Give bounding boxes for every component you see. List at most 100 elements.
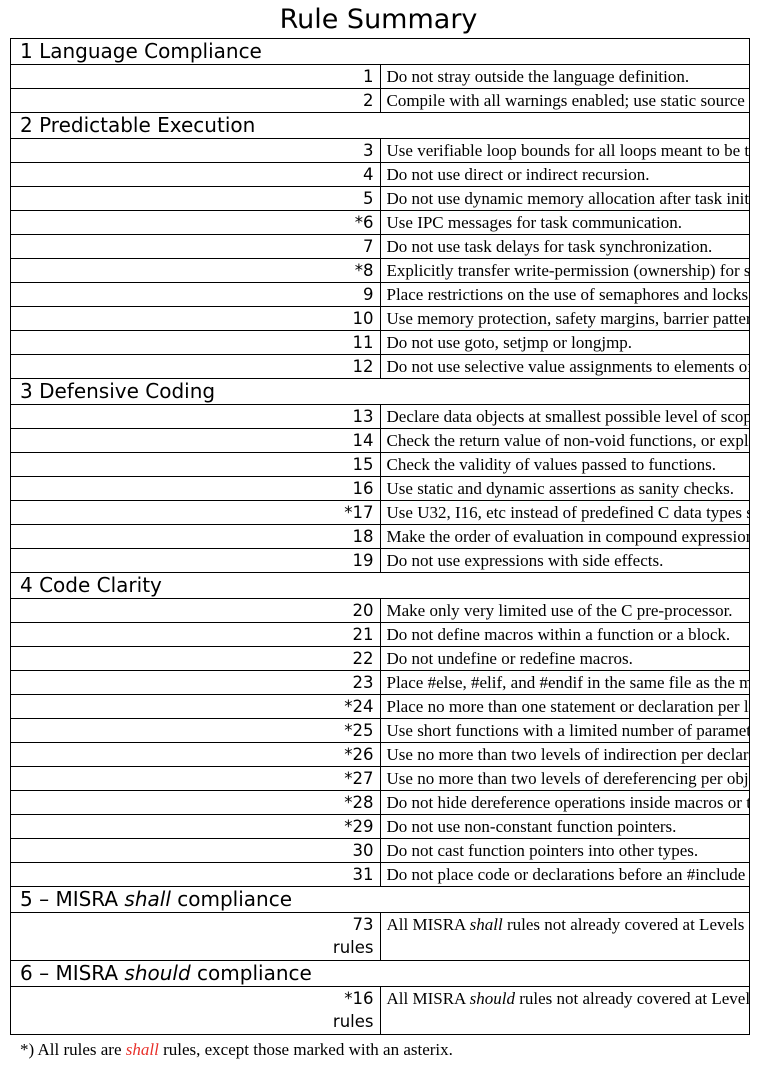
rule-text: Do not use non-constant function pointer… xyxy=(379,814,750,839)
rule-text: Do not use selective value assignments t… xyxy=(379,354,750,379)
rule-row: 21 Do not define macros within a function… xyxy=(10,622,750,647)
rule-number: 14 xyxy=(10,428,381,453)
rule-row: 16 Use static and dynamic assertions as s… xyxy=(10,476,750,501)
section-heading: 4 Code Clarity xyxy=(10,572,750,599)
rule-number: *27 xyxy=(10,766,381,791)
rule-number: *28 xyxy=(10,790,381,815)
text-prefix: All MISRA xyxy=(386,915,470,934)
rule-row: 12 Do not use selective value assignments… xyxy=(10,354,750,379)
rule-number: 16 xyxy=(10,476,381,501)
section-heading: 1 Language Compliance xyxy=(10,38,750,65)
rule-number: 31 xyxy=(10,862,381,887)
rule-text: Use no more than two levels of dereferen… xyxy=(379,766,750,791)
rule-row: 22 Do not undefine or redefine macros. xyxy=(10,646,750,671)
rule-text: Explicitly transfer write-permission (ow… xyxy=(379,258,750,283)
rule-row: *24 Place no more than one statement or d… xyxy=(10,694,750,719)
rule-row: 7 Do not use task delays for task synchro… xyxy=(10,234,750,259)
rule-text: Do not undefine or redefine macros. xyxy=(379,646,750,671)
rule-number: 4 xyxy=(10,162,381,187)
rule-row: 1 Do not stray outside the language defin… xyxy=(10,64,750,89)
rule-number: 10 xyxy=(10,306,381,331)
rule-number: 1 xyxy=(10,64,381,89)
section-header-row: 5 – MISRA shall compliance xyxy=(10,886,750,913)
rule-text: Place no more than one statement or decl… xyxy=(379,694,750,719)
rule-number: 15 xyxy=(10,452,381,477)
rule-row: 5 Do not use dynamic memory allocation af… xyxy=(10,186,750,211)
rule-row: 11 Do not use goto, setjmp or longjmp. xyxy=(10,330,750,355)
rule-summary-table: 1 Language Compliance 1 Do not stray outsi… xyxy=(10,38,750,1035)
rule-text: Place restrictions on the use of semapho… xyxy=(379,282,750,307)
rule-row: 3 Use verifiable loop bounds for all loop… xyxy=(10,138,750,163)
footnote-prefix: *) All rules are xyxy=(20,1040,126,1059)
rule-number: *24 xyxy=(10,694,381,719)
text-italic: shall xyxy=(469,915,503,934)
rule-row: 19 Do not use expressions with side effec… xyxy=(10,548,750,573)
rule-number: 11 xyxy=(10,330,381,355)
rule-text: Do not use goto, setjmp or longjmp. xyxy=(379,330,750,355)
rule-text: Do not use task delays for task synchron… xyxy=(379,234,750,259)
footnote-highlight: shall xyxy=(125,1040,159,1059)
section-heading: 6 – MISRA should compliance xyxy=(10,960,750,987)
section-header-row: 2 Predictable Execution xyxy=(10,112,750,139)
rule-number: 12 xyxy=(10,354,381,379)
rule-row: 2 Compile with all warnings enabled; use … xyxy=(10,88,750,113)
rule-count: *16 xyxy=(344,989,374,1008)
footnote: *) All rules are shall rules, except tho… xyxy=(20,1039,757,1061)
heading-prefix: 5 – MISRA xyxy=(20,887,125,912)
page-title: Rule Summary xyxy=(279,4,478,35)
heading-suffix: compliance xyxy=(190,961,312,986)
rule-text: All MISRA shall rules not already covere… xyxy=(379,912,750,961)
rule-text: Use no more than two levels of indirecti… xyxy=(379,742,750,767)
rule-text: Do not place code or declarations before… xyxy=(379,862,750,887)
rule-text: Do not use dynamic memory allocation aft… xyxy=(379,186,750,211)
rule-number: 20 xyxy=(10,598,381,623)
rule-number: 21 xyxy=(10,622,381,647)
rule-row: 23 Place #else, #elif, and #endif in the … xyxy=(10,670,750,695)
section-header-row: 1 Language Compliance xyxy=(10,38,750,65)
heading-italic: should xyxy=(124,961,191,986)
rule-number: 7 xyxy=(10,234,381,259)
rule-row: 9 Place restrictions on the use of semaph… xyxy=(10,282,750,307)
rule-row: 18 Make the order of evaluation in compou… xyxy=(10,524,750,549)
text-italic: should xyxy=(469,989,515,1008)
rule-row: *6 Use IPC messages for task communicatio… xyxy=(10,210,750,235)
rule-text: Make the order of evaluation in compound… xyxy=(379,524,750,549)
rule-text: Do not cast function pointers into other… xyxy=(379,838,750,863)
rule-row: 13 Declare data objects at smallest possi… xyxy=(10,404,750,429)
rule-row: *28 Do not hide dereference operations in… xyxy=(10,790,750,815)
section-heading: 5 – MISRA shall compliance xyxy=(10,886,750,913)
rule-number: 18 xyxy=(10,524,381,549)
rule-text: Do not hide dereference operations insid… xyxy=(379,790,750,815)
rule-row: 14 Check the return value of non-void fun… xyxy=(10,428,750,453)
rule-row: 10 Use memory protection, safety margins,… xyxy=(10,306,750,331)
text-suffix: rules not already covered at Levels 1-4. xyxy=(502,915,750,934)
section-heading: 3 Defensive Coding xyxy=(10,378,750,405)
rule-text: Do not use direct or indirect recursion. xyxy=(379,162,750,187)
rule-text: Declare data objects at smallest possibl… xyxy=(379,404,750,429)
rule-number: *8 xyxy=(10,258,381,283)
rule-text: Use U32, I16, etc instead of predefined … xyxy=(379,500,750,525)
rule-number: *6 xyxy=(10,210,381,235)
rule-number: 22 xyxy=(10,646,381,671)
rule-number: 2 xyxy=(10,88,381,113)
rule-row: *16 rules All MISRA should rules not alrea… xyxy=(10,986,750,1035)
rule-count: 73 xyxy=(352,915,374,934)
rule-row: *25 Use short functions with a limited nu… xyxy=(10,718,750,743)
rule-number: *25 xyxy=(10,718,381,743)
rule-text: All MISRA should rules not already cover… xyxy=(379,986,750,1035)
rule-text: Use static and dynamic assertions as san… xyxy=(379,476,750,501)
rule-number: 73 rules xyxy=(10,912,381,961)
rule-text: Do not stray outside the language defini… xyxy=(379,64,750,89)
rule-count-unit: rules xyxy=(332,1012,374,1031)
rule-text: Check the return value of non-void funct… xyxy=(379,428,750,453)
rule-text: Do not use expressions with side effects… xyxy=(379,548,750,573)
rule-row: *29 Do not use non-constant function poin… xyxy=(10,814,750,839)
footnote-suffix: rules, except those marked with an aster… xyxy=(158,1040,453,1059)
rule-text: Make only very limited use of the C pre-… xyxy=(379,598,750,623)
rule-row: 31 Do not place code or declarations befo… xyxy=(10,862,750,887)
rule-number: 13 xyxy=(10,404,381,429)
rule-number: 9 xyxy=(10,282,381,307)
section-header-row: 3 Defensive Coding xyxy=(10,378,750,405)
text-suffix: rules not already covered at Levels 1-4. xyxy=(519,989,748,1008)
rule-text: Do not define macros within a function o… xyxy=(379,622,750,647)
